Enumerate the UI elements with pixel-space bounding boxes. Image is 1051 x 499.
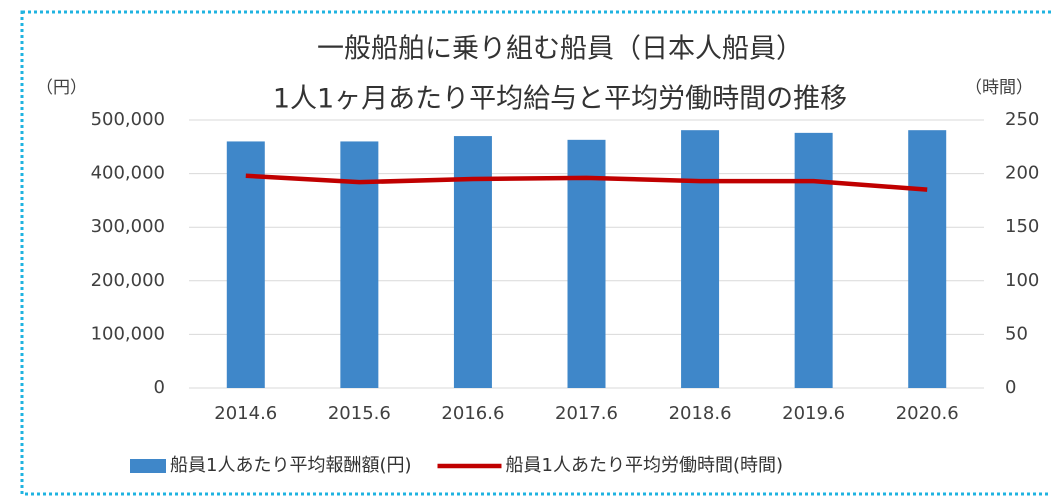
y2-tick-label: 200 <box>1005 163 1039 184</box>
bar <box>908 130 947 388</box>
y-tick-label: 300,000 <box>91 216 165 237</box>
y-tick-label: 100,000 <box>91 323 165 344</box>
x-tick-label: 2016.6 <box>441 403 504 424</box>
bar <box>340 141 379 388</box>
frame <box>20 10 1051 496</box>
y-tick-label: 400,000 <box>91 163 165 184</box>
legend-label: 船員1人あたり平均労働時間(時間) <box>506 455 784 476</box>
bar <box>226 141 265 388</box>
y2-tick-label: 250 <box>1005 109 1039 130</box>
y-tick-label: 500,000 <box>91 109 165 130</box>
y-tick-label: 200,000 <box>91 270 165 291</box>
bar <box>794 132 833 388</box>
line <box>245 173 928 192</box>
x-tick-label: 2015.6 <box>328 403 391 424</box>
bar <box>681 130 720 388</box>
bar <box>567 139 606 388</box>
y2-tick-label: 150 <box>1005 216 1039 237</box>
x-tick-label: 2019.6 <box>782 403 845 424</box>
legend-swatch <box>130 459 166 473</box>
legend-label: 船員1人あたり平均報酬額(円) <box>170 455 412 476</box>
y-axis-unit: （円） <box>36 78 87 98</box>
y2-tick-label: 0 <box>1005 377 1016 398</box>
chart-title: 1人1ヶ月あたり平均給与と平均労働時間の推移 <box>273 84 847 115</box>
y2-tick-label: 50 <box>1005 323 1028 344</box>
bar <box>453 136 492 388</box>
x-tick-label: 2014.6 <box>214 403 277 424</box>
y-tick-label: 0 <box>154 377 165 398</box>
x-tick-label: 2018.6 <box>669 403 732 424</box>
chart-title: 一般船舶に乗り組む船員（日本人船員） <box>317 34 803 65</box>
x-tick-label: 2017.6 <box>555 403 618 424</box>
y2-tick-label: 100 <box>1005 270 1039 291</box>
y2-axis-unit: （時間） <box>965 78 1033 98</box>
x-tick-label: 2020.6 <box>896 403 959 424</box>
